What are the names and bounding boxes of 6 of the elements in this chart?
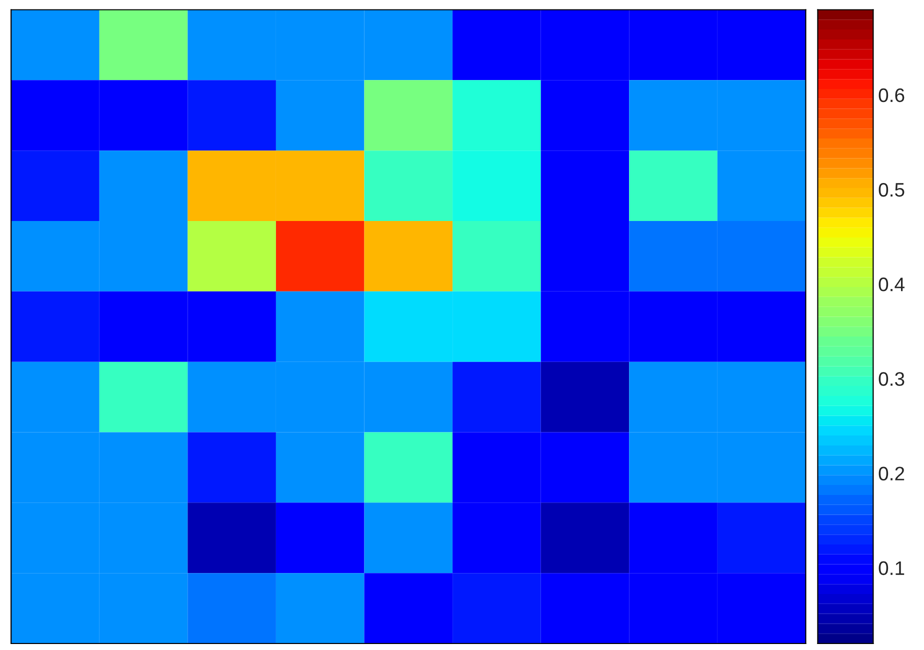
color-bar-label: 0.3 xyxy=(878,372,904,386)
color-bar-label: 0.4 xyxy=(878,278,904,292)
color-bar-label: 0.5 xyxy=(878,182,904,197)
color-bar-label: 0.2 xyxy=(878,466,904,480)
color-bar-label: 0.1 xyxy=(878,561,904,576)
color-bar-label: 0.6 xyxy=(878,88,904,102)
